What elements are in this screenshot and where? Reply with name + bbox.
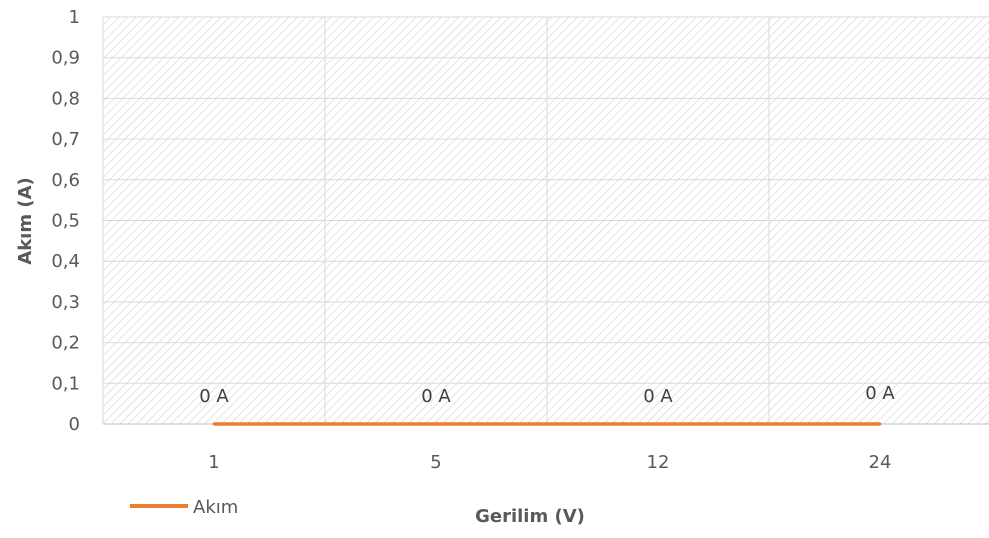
- y-tick-label: 0,2: [51, 333, 80, 354]
- series-layer: [212, 422, 882, 426]
- data-point: [212, 422, 216, 426]
- gridlines: [102, 16, 989, 425]
- x-axis-ticks: 1 5 12 24: [208, 452, 891, 473]
- data-point: [656, 422, 660, 426]
- y-axis-title: Akım (A): [15, 177, 36, 264]
- y-tick-label: 1: [69, 7, 80, 28]
- x-tick-label: 5: [430, 452, 441, 473]
- y-axis-ticks: 0 0,1 0,2 0,3 0,4 0,5 0,6 0,7 0,8 0,9 1: [51, 7, 80, 435]
- data-point: [434, 422, 438, 426]
- x-tick-label: 1: [208, 452, 219, 473]
- data-label: 0 A: [421, 386, 451, 407]
- data-label: 0 A: [199, 386, 229, 407]
- y-tick-label: 0,6: [51, 170, 80, 191]
- data-label: 0 A: [865, 383, 895, 404]
- x-axis-title: Gerilim (V): [475, 506, 585, 527]
- legend-label-akim: Akım: [193, 497, 238, 518]
- x-tick-label: 24: [869, 452, 892, 473]
- data-labels: 0 A 0 A 0 A 0 A: [199, 383, 895, 407]
- y-tick-label: 0,5: [51, 211, 80, 232]
- y-tick-label: 0,3: [51, 292, 80, 313]
- y-tick-label: 0,7: [51, 129, 80, 150]
- y-tick-label: 0,1: [51, 373, 80, 394]
- data-label: 0 A: [643, 386, 673, 407]
- y-tick-label: 0,4: [51, 251, 80, 272]
- y-tick-label: 0: [69, 414, 80, 435]
- legend: Akım: [130, 497, 238, 518]
- y-tick-label: 0,9: [51, 48, 80, 69]
- y-tick-label: 0,8: [51, 88, 80, 109]
- data-point: [878, 422, 882, 426]
- x-tick-label: 12: [647, 452, 670, 473]
